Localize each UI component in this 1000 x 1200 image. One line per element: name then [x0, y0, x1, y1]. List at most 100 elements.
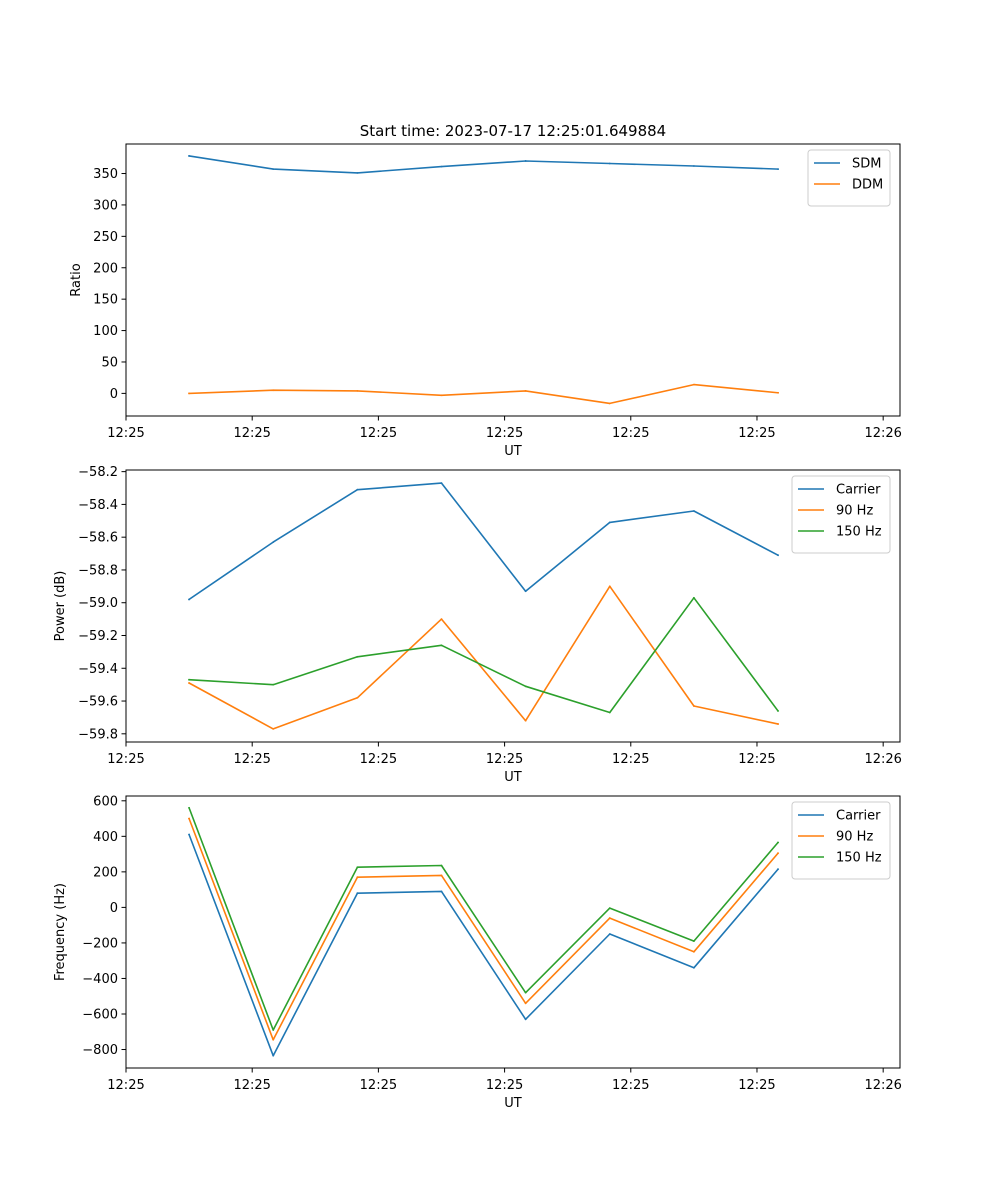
data-point-150-hz [524, 991, 527, 994]
data-point-carrier [777, 554, 779, 557]
y-tick-label: −600 [82, 1007, 118, 1022]
y-tick-label: 150 [93, 293, 118, 308]
x-tick-label: 12:25 [612, 752, 649, 767]
data-point-150-hz [777, 841, 779, 844]
ratio-chart: 0 50 100 150 200 250 300 350 12:25 12:25 12:25 12:2… [69, 143, 902, 459]
series-line-ddm [188, 383, 779, 405]
x-tick-label: 12:26 [864, 752, 901, 767]
data-point-carrier [608, 521, 611, 524]
data-point-90-hz [356, 876, 359, 879]
data-point-ddm [356, 389, 359, 392]
y-tick-label: −58.6 [78, 531, 118, 546]
data-point-150-hz [524, 685, 527, 688]
x-tick-label: 12:25 [612, 426, 649, 441]
y-axis-label: Power (dB) [53, 571, 68, 642]
legend-entry: 150 Hz [836, 525, 882, 540]
series-line-carrier [187, 482, 780, 601]
data-point-carrier [692, 966, 695, 969]
data-point-90-hz [356, 696, 359, 699]
y-tick-label: −59.0 [78, 596, 118, 611]
series-line-150-hz [188, 806, 780, 1031]
legend-entry: 150 Hz [836, 851, 882, 866]
data-point-ddm [608, 402, 611, 405]
y-tick-label: −58.4 [78, 498, 118, 513]
data-point-150-hz [608, 907, 611, 910]
data-point-carrier [440, 482, 443, 485]
series-line-sdm [188, 154, 779, 174]
x-tick-label: 12:26 [864, 426, 901, 441]
data-point-carrier [777, 868, 779, 871]
y-tick-label: 350 [93, 167, 118, 182]
y-tick-label: 200 [93, 865, 118, 880]
data-point-90-hz [524, 719, 527, 722]
series-line-90-hz [188, 817, 780, 1041]
legend-box [791, 475, 891, 554]
data-point-carrier [356, 488, 359, 491]
series-line-carrier [188, 833, 780, 1057]
figure-title: Start time: 2023-07-17 12:25:01.649884 [360, 122, 666, 140]
x-tick-label: 12:25 [360, 1078, 397, 1093]
x-tick-label: 12:25 [738, 1078, 775, 1093]
x-axis-label: UT [504, 444, 522, 459]
data-point-150-hz [440, 864, 443, 867]
power-chart: −59.8 −59.6 −59.4 −59.2 −59.0 −58.8 −58.6 −58.4… [53, 465, 902, 785]
data-point-150-hz [188, 807, 190, 809]
data-point-90-hz [440, 874, 443, 877]
y-tick-label: 0 [110, 387, 118, 402]
legend-entry: DDM [852, 178, 883, 193]
data-point-carrier [272, 541, 275, 543]
data-point-90-hz [608, 917, 611, 919]
data-point-90-hz [188, 817, 190, 820]
x-axis-label: UT [504, 1096, 522, 1111]
x-tick-label: 12:25 [486, 426, 523, 441]
data-point-carrier [692, 510, 695, 512]
data-point-150-hz [692, 596, 695, 599]
data-point-150-hz [692, 940, 695, 943]
axes-frame [125, 143, 901, 417]
data-point-ddm [692, 383, 695, 386]
axes-frame [125, 795, 901, 1069]
legend-entry: Carrier [836, 483, 881, 498]
data-point-sdm [692, 165, 695, 167]
x-tick-label: 12:25 [486, 1078, 523, 1093]
series-line-150-hz [188, 596, 780, 714]
data-point-150-hz [272, 683, 275, 686]
data-point-carrier [356, 892, 359, 895]
data-point-150-hz [440, 644, 443, 647]
data-point-ddm [777, 391, 779, 394]
y-tick-label: 200 [93, 261, 118, 276]
y-tick-label: −200 [82, 936, 118, 951]
x-tick-label: 12:26 [864, 1078, 901, 1093]
data-point-90-hz [608, 585, 611, 588]
x-tick-label: 12:25 [738, 426, 775, 441]
data-point-90-hz [777, 723, 779, 725]
y-tick-label: 400 [93, 830, 118, 845]
data-point-ddm [440, 394, 443, 397]
x-tick-label: 12:25 [107, 1078, 144, 1093]
data-point-150-hz [356, 866, 359, 869]
data-point-sdm [188, 155, 190, 157]
y-tick-label: −59.4 [78, 662, 118, 677]
x-tick-label: 12:25 [107, 426, 144, 441]
data-point-90-hz [692, 705, 695, 707]
x-tick-label: 12:25 [612, 1078, 649, 1093]
data-point-sdm [524, 160, 527, 162]
data-point-sdm [272, 168, 275, 171]
y-tick-label: 600 [93, 794, 118, 809]
data-point-90-hz [777, 852, 779, 855]
data-point-150-hz [356, 655, 359, 658]
data-point-90-hz [188, 682, 190, 684]
data-point-carrier [524, 590, 527, 593]
y-tick-label: −400 [82, 972, 118, 987]
x-tick-label: 12:25 [360, 752, 397, 767]
y-tick-label: 100 [93, 324, 118, 339]
data-point-carrier [440, 890, 443, 893]
legend-box [807, 149, 891, 207]
data-point-150-hz [272, 1029, 275, 1031]
x-tick-label: 12:25 [233, 752, 270, 767]
legend-entry: 90 Hz [836, 830, 873, 845]
data-point-90-hz [692, 950, 695, 953]
x-tick-label: 12:25 [486, 752, 523, 767]
y-tick-label: 50 [101, 355, 118, 370]
y-tick-label: 250 [93, 230, 118, 245]
